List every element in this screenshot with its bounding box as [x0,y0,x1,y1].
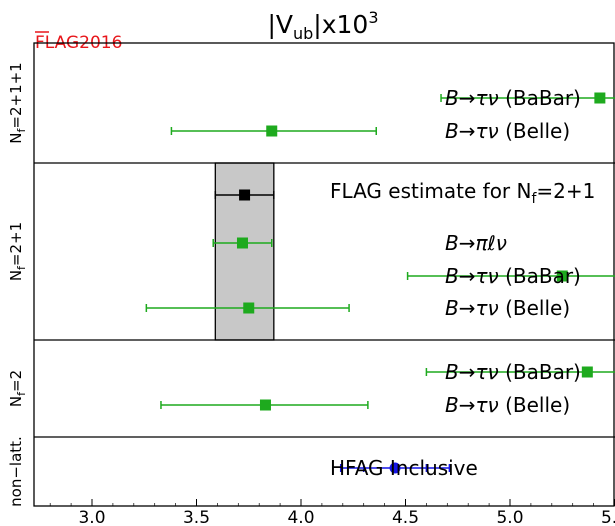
point-marker [236,237,248,249]
data-point-3 [212,237,273,249]
x-tick-label: 4.5 [392,508,419,526]
point-marker [243,302,255,314]
axes: 3.03.54.04.55.05.56.0Nf=2+1+1Nf=2+1Nf=2n… [7,42,615,526]
data-point-4 [406,270,615,282]
title-main: |V [267,10,293,39]
x-tick-label: 3.0 [78,508,105,526]
point-label-1: B→τν (Belle) [445,119,570,143]
point-marker [239,189,251,201]
group-label-nonlatt: non−latt. [7,436,25,507]
point-label-0: B→τν (BaBar) [445,86,581,110]
point-label-6: B→τν (BaBar) [445,360,581,384]
point-label-7: B→τν (Belle) [445,393,570,417]
point-label-8: HFAG Inclusive [330,456,478,480]
data-points [145,92,615,474]
data-point-7 [160,399,369,411]
point-label-5: B→τν (Belle) [445,296,570,320]
title-sup: 3 [368,8,378,27]
flag-estimate-label: FLAG estimate for Nf=2+1 [330,179,595,207]
group-label-nf211: Nf=2+1+1 [7,62,28,143]
chart-title: |Vub|x103 [267,8,378,43]
x-tick-label: 4.0 [287,508,314,526]
point-label-4: B→τν (BaBar) [445,264,581,288]
plot-frame [33,42,615,507]
point-marker [594,92,606,104]
x-tick-label: 5.0 [496,508,523,526]
data-point-0 [440,92,615,104]
point-marker [259,399,271,411]
point-label-3: B→πℓν [445,231,507,255]
group-label-nf21: Nf=2+1 [7,222,28,281]
x-tick-label: 5.5 [601,508,615,526]
point-marker [556,270,568,282]
data-point-1 [170,125,377,137]
data-point-5 [145,302,350,314]
point-marker [266,125,278,137]
point-marker [389,462,401,474]
group-label-nf2: Nf=2 [7,370,28,407]
data-point-2 [214,189,275,201]
point-marker [581,366,593,378]
data-point-8 [339,462,451,474]
title-sub: ub [293,24,313,43]
data-labels: B→τν (BaBar) B→τν (Belle) B→πℓν B→τν (BaBar… [330,86,581,480]
data-point-6 [425,366,615,378]
title-mid: |x10 [313,10,368,39]
x-tick-label: 3.5 [183,508,210,526]
